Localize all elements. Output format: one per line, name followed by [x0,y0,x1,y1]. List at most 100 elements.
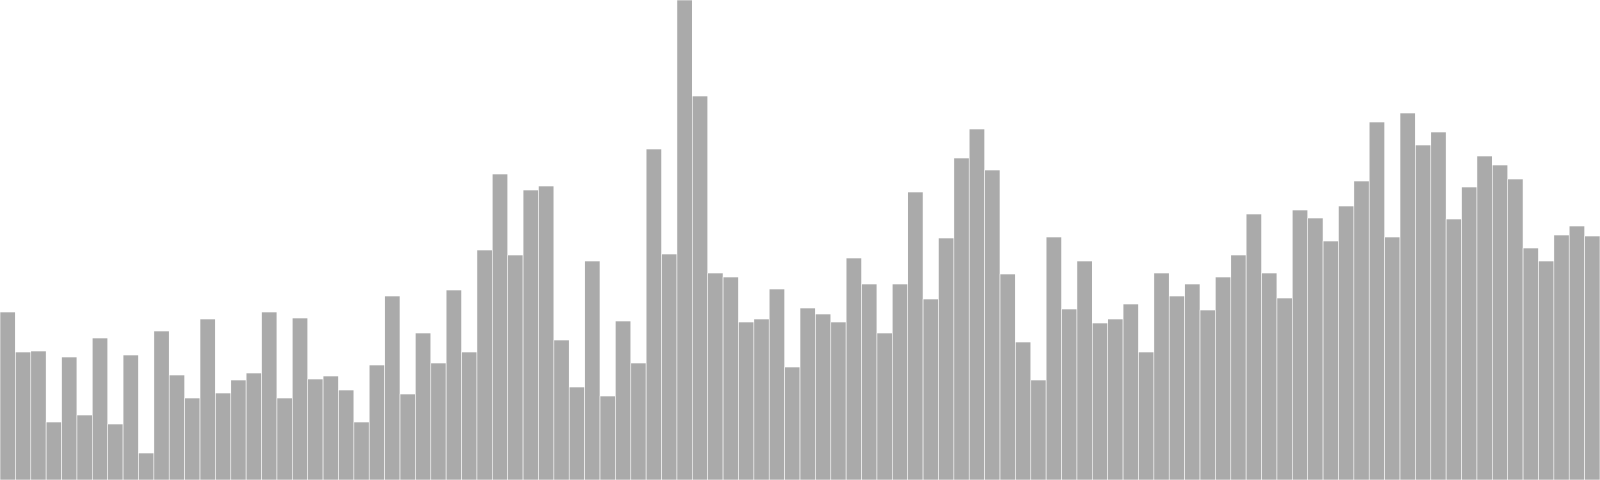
bar-60 [907,191,924,480]
bar-35 [522,189,539,480]
bar-18 [261,311,278,480]
bar-63 [953,157,970,480]
bar-67 [1015,341,1032,480]
bar-50 [753,318,770,480]
bar-68 [1030,379,1047,480]
bar-93 [1415,144,1432,480]
bar-43 [645,148,662,480]
bar-42 [630,362,647,480]
bar-72 [1092,322,1108,480]
bar-31 [461,351,478,480]
bar-102 [1553,234,1570,480]
bar-73 [1107,318,1124,480]
bar-80 [1215,276,1232,480]
bar-81 [1230,254,1247,480]
bar-19 [276,397,293,480]
bar-5 [61,356,78,480]
bar-56 [845,257,862,480]
bar-64 [968,128,985,480]
bar-6 [76,414,93,480]
bar-14 [199,318,216,480]
bar-82 [1245,213,1262,480]
bar-104 [1584,235,1600,480]
bar-4 [45,421,62,480]
bar-51 [768,288,785,480]
bar-88 [1338,205,1355,480]
bar-96 [1461,186,1478,480]
bar-32 [476,249,493,480]
bar-61 [922,298,939,480]
bar-89 [1353,180,1370,480]
bar-79 [1199,309,1216,480]
bar-57 [861,283,878,480]
bar-8 [107,423,124,480]
bar-13 [184,397,201,480]
bar-87 [1322,240,1339,480]
bar-98 [1492,164,1508,480]
bar-11 [153,330,170,480]
bar-27 [399,393,416,480]
bar-39 [584,260,601,480]
bar-71 [1076,260,1093,480]
bar-59 [892,283,908,480]
bar-55 [830,321,847,480]
bar-44 [661,253,678,480]
bar-17 [245,372,262,480]
bar-49 [738,321,755,480]
bar-48 [722,276,739,480]
bar-103 [1568,225,1585,480]
bar-24 [353,421,370,480]
bar-100 [1522,247,1539,480]
bar-1 [0,311,16,480]
bar-28 [415,332,432,480]
bar-23 [338,389,355,480]
bar-78 [1184,283,1201,480]
bar-75 [1138,351,1155,480]
bar-38 [568,386,585,480]
bar-90 [1368,121,1385,480]
bar-83 [1261,272,1278,480]
bar-12 [168,374,185,480]
bar-69 [1045,236,1062,480]
bar-37 [553,339,570,480]
bar-7 [92,337,108,480]
bar-41 [615,320,632,480]
bar-62 [938,237,955,480]
bar-53 [799,307,816,480]
bar-30 [445,289,462,480]
bar-29 [430,362,447,480]
bar-54 [815,313,832,480]
bar-76 [1153,272,1170,480]
bar-97 [1476,155,1493,480]
bar-20 [292,317,308,480]
bar-86 [1307,217,1324,480]
bar-92 [1399,112,1416,480]
bar-46 [692,95,708,480]
bar-9 [122,354,139,480]
bar-66 [999,273,1016,480]
bar-84 [1276,297,1293,480]
bar-3 [30,350,47,480]
bar-45 [676,0,693,480]
bar-25 [368,364,385,480]
bar-94 [1430,131,1447,480]
bar-58 [876,332,893,480]
bar-70 [1061,308,1078,480]
bar-52 [784,366,801,480]
bar-10 [138,452,155,480]
bar-33 [492,173,508,480]
bar-15 [215,392,232,480]
bar-2 [15,351,32,480]
bar-34 [507,254,524,480]
bar-74 [1122,303,1139,480]
bar-95 [1445,218,1462,480]
bar-16 [230,379,247,480]
bar-91 [1384,236,1401,480]
bar-101 [1538,260,1555,480]
bar-85 [1292,209,1308,480]
bar-40 [599,395,616,480]
bar-47 [707,272,724,480]
bar-77 [1168,295,1185,480]
